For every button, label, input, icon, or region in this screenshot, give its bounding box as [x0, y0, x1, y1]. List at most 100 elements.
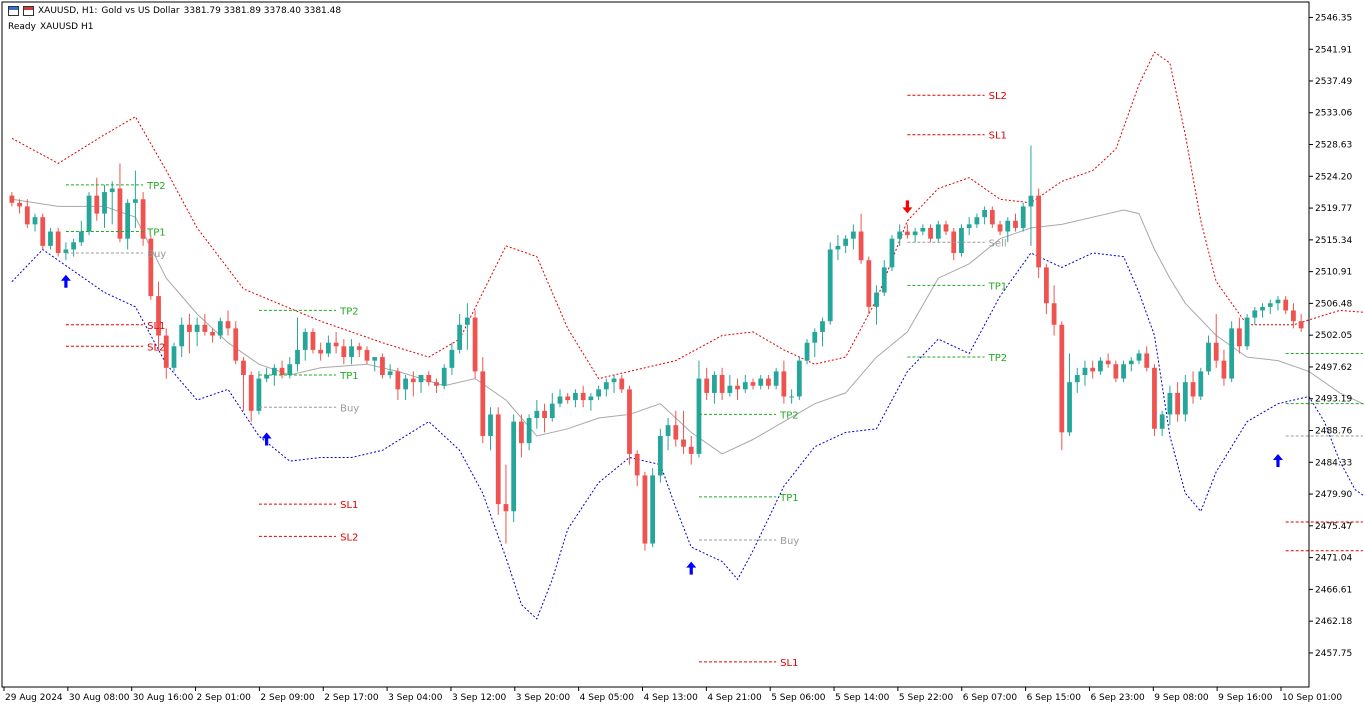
candle [812, 328, 818, 358]
candle [959, 224, 964, 257]
candle-body [441, 367, 447, 386]
candle-body [781, 371, 787, 397]
candle [202, 314, 208, 336]
candle [1198, 367, 1204, 401]
candle [1128, 357, 1134, 372]
candle-body [619, 378, 625, 390]
candle-body [611, 378, 617, 383]
candle-body [688, 446, 694, 454]
candle-body [225, 321, 231, 329]
candle [140, 192, 146, 246]
level-tp: TP2 [1285, 352, 1363, 354]
level-tp: TP2 [258, 306, 359, 317]
x-tick-label: 9 Sep 08:00 [1154, 693, 1209, 703]
y-tick-label: 2502.05 [1315, 331, 1352, 341]
candle [688, 435, 694, 465]
candle [333, 331, 339, 354]
candle-body [380, 357, 385, 375]
candle-body [549, 403, 555, 419]
candle-body [1098, 360, 1103, 372]
candle-body [1074, 374, 1080, 383]
candle-body [526, 418, 532, 444]
candle-body [449, 349, 455, 368]
buy-arrow-icon [60, 274, 71, 288]
x-tick-label: 5 Sep 06:00 [771, 693, 826, 703]
candle [395, 367, 401, 401]
candle [696, 360, 702, 458]
candle-body [187, 324, 192, 332]
candle [526, 414, 532, 451]
candle-body [573, 392, 578, 401]
candle [1291, 303, 1296, 329]
sell-arrow-icon [902, 200, 913, 214]
chart-window-icon[interactable] [8, 6, 19, 16]
candle-body [735, 385, 740, 390]
candle-body [1190, 382, 1196, 397]
x-tick-label: 6 Sep 07:00 [963, 693, 1018, 703]
candle [1252, 306, 1258, 325]
candle [1182, 374, 1188, 422]
candle-body [217, 321, 223, 336]
y-tick-label: 2528.63 [1315, 141, 1352, 151]
level-sl: SL1 [1285, 521, 1363, 523]
candle-body [287, 364, 293, 375]
level-tp: TP1 [65, 228, 166, 239]
candle [256, 371, 262, 415]
candle-body [71, 242, 77, 250]
candle-body [55, 231, 61, 254]
candle [1275, 296, 1281, 311]
candle-body [426, 374, 432, 383]
candle-body [997, 224, 1003, 232]
candle [781, 360, 787, 404]
candle-body [773, 371, 779, 386]
x-tick-label: 2 Sep 01:00 [197, 693, 252, 703]
candle-body [889, 238, 895, 268]
y-tick-label: 2484.33 [1315, 458, 1352, 468]
candle-body [712, 374, 717, 393]
candle-body [874, 292, 879, 307]
level-label: TP1 [988, 281, 1008, 292]
candle-body [534, 410, 540, 419]
candle-body [271, 367, 277, 375]
candle-body [395, 371, 401, 390]
x-tick-label: 5 Sep 14:00 [835, 693, 890, 703]
level-entry: Sell [907, 238, 1007, 249]
candle [94, 177, 100, 221]
candle [580, 385, 586, 408]
candle [488, 407, 493, 451]
symbol-description: Gold vs US Dollar [101, 6, 180, 16]
candle [766, 374, 771, 390]
candle [1267, 299, 1273, 315]
candle-body [295, 349, 300, 365]
candle [1036, 188, 1042, 279]
candle-body [580, 392, 586, 401]
candle-body [372, 357, 378, 361]
candle-body [557, 396, 563, 404]
candle [387, 364, 393, 379]
candle-body [928, 227, 933, 239]
candle-body [202, 324, 208, 332]
candle-body [279, 367, 285, 375]
candle [9, 192, 15, 207]
candle-body [86, 195, 92, 232]
candle [410, 371, 416, 397]
candle [1244, 314, 1250, 350]
level-label: TP1 [779, 493, 799, 504]
candle-body [349, 346, 354, 358]
candle [48, 227, 53, 250]
symbol-icon[interactable] [23, 6, 34, 16]
candle [1167, 385, 1173, 426]
candle [758, 374, 764, 390]
candle [325, 335, 331, 358]
candle [603, 378, 609, 397]
candle [310, 328, 316, 354]
level-sl: SL2 [907, 91, 1007, 102]
candle-body [1252, 310, 1258, 318]
candle [55, 227, 61, 257]
candle [1121, 360, 1126, 383]
candle [1005, 217, 1011, 243]
candles [9, 145, 1304, 551]
candle-body [727, 385, 733, 393]
